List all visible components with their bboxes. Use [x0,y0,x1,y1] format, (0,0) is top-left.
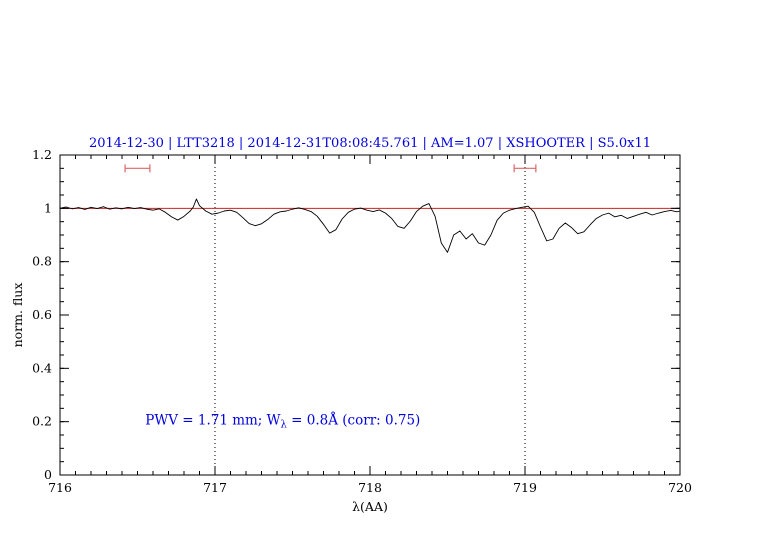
x-tick-label: 719 [513,480,537,495]
x-tick-label: 720 [668,480,692,495]
y-tick-label: 0.2 [32,414,52,429]
spectrum-line [59,198,681,253]
guide-lines-layer [60,155,680,475]
y-tick-label: 0.6 [32,307,52,322]
y-tick-label: 0.4 [32,360,52,375]
y-tick-label: 0 [44,467,52,482]
plot-title: 2014-12-30 | LTT3218 | 2014-12-31T08:08:… [89,136,651,151]
tick-labels-layer: 716 717 718 719 720 0 0.2 0.4 0.6 0.8 1 1.2 [32,147,692,495]
pwv-annotation-subscript: λ [281,420,288,431]
y-axis-label: norm. flux [10,283,25,348]
x-tick-label: 716 [48,480,72,495]
pwv-annotation-post: = 0.8Å (corr: 0.75) [287,413,420,429]
x-tick-label: 718 [358,480,382,495]
range-markers-layer [124,164,537,173]
x-axis-label: λ(AA) [352,499,388,514]
spectrum-curve-layer [59,198,681,253]
y-tick-label: 0.8 [32,254,52,269]
band-range-marker [124,164,151,173]
pwv-annotation: PWV = 1.71 mm; Wλ = 0.8Å (corr: 0.75) [145,413,420,431]
band-range-marker [513,164,537,173]
y-tick-label: 1 [44,200,52,215]
axes-layer [59,154,681,476]
y-tick-label: 1.2 [32,147,52,162]
x-tick-label: 717 [203,480,227,495]
pwv-annotation-pre: PWV = 1.71 mm; W [145,413,280,429]
